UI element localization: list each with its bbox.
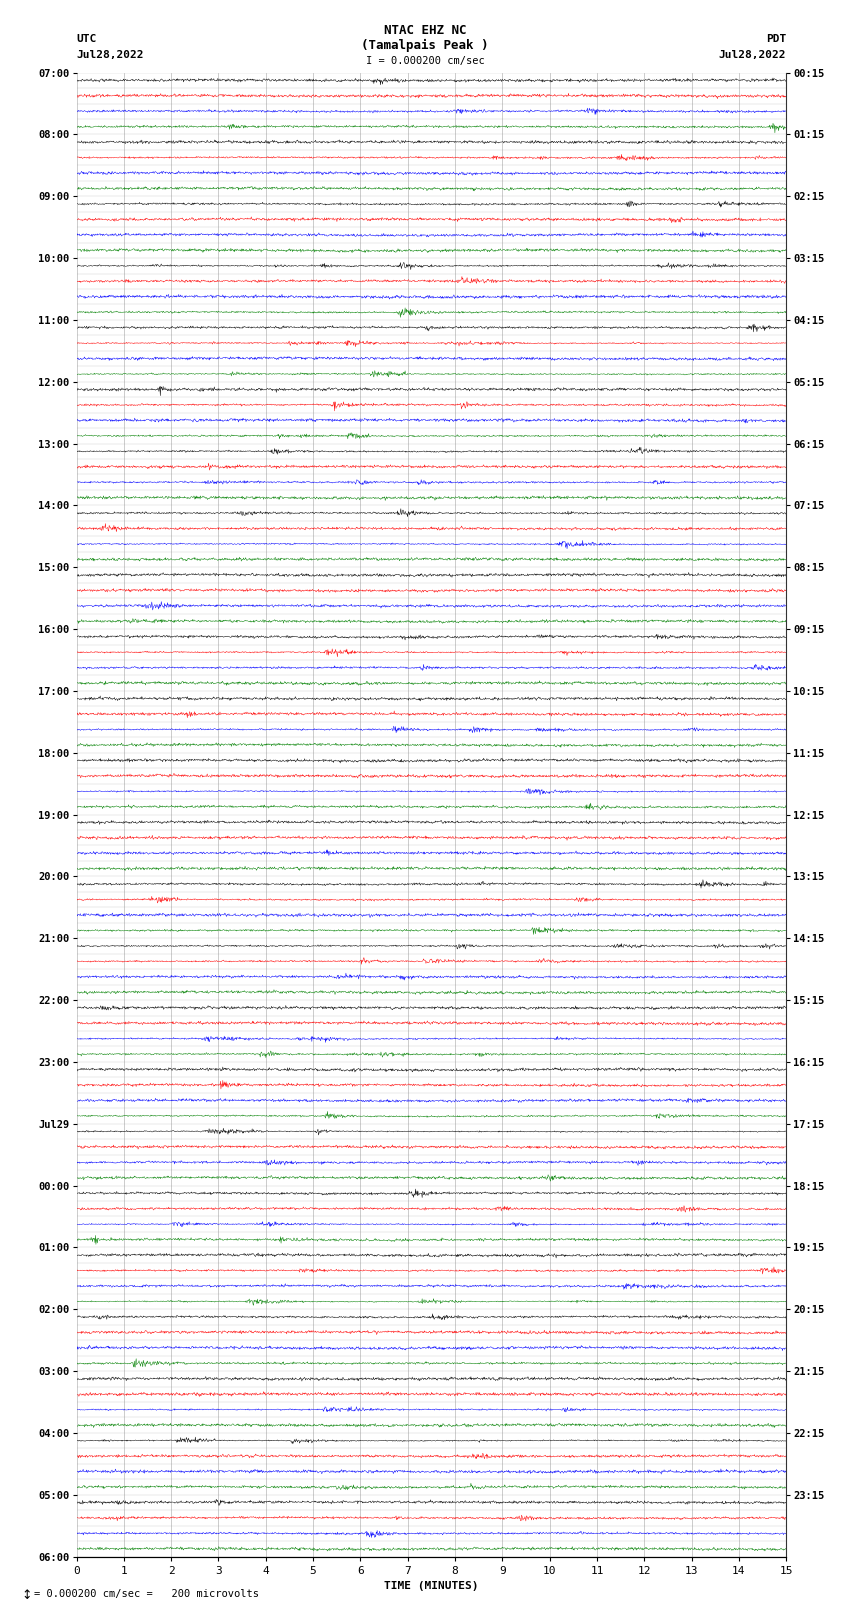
Text: = 0.000200 cm/sec =   200 microvolts: = 0.000200 cm/sec = 200 microvolts (34, 1589, 259, 1598)
Text: PDT: PDT (766, 34, 786, 44)
Text: Jul28,2022: Jul28,2022 (719, 50, 786, 60)
Text: UTC: UTC (76, 34, 97, 44)
Text: Jul28,2022: Jul28,2022 (76, 50, 144, 60)
Text: ↕: ↕ (21, 1589, 31, 1602)
Text: I = 0.000200 cm/sec: I = 0.000200 cm/sec (366, 56, 484, 66)
Text: (Tamalpais Peak ): (Tamalpais Peak ) (361, 39, 489, 52)
Text: NTAC EHZ NC: NTAC EHZ NC (383, 24, 467, 37)
X-axis label: TIME (MINUTES): TIME (MINUTES) (384, 1581, 479, 1590)
